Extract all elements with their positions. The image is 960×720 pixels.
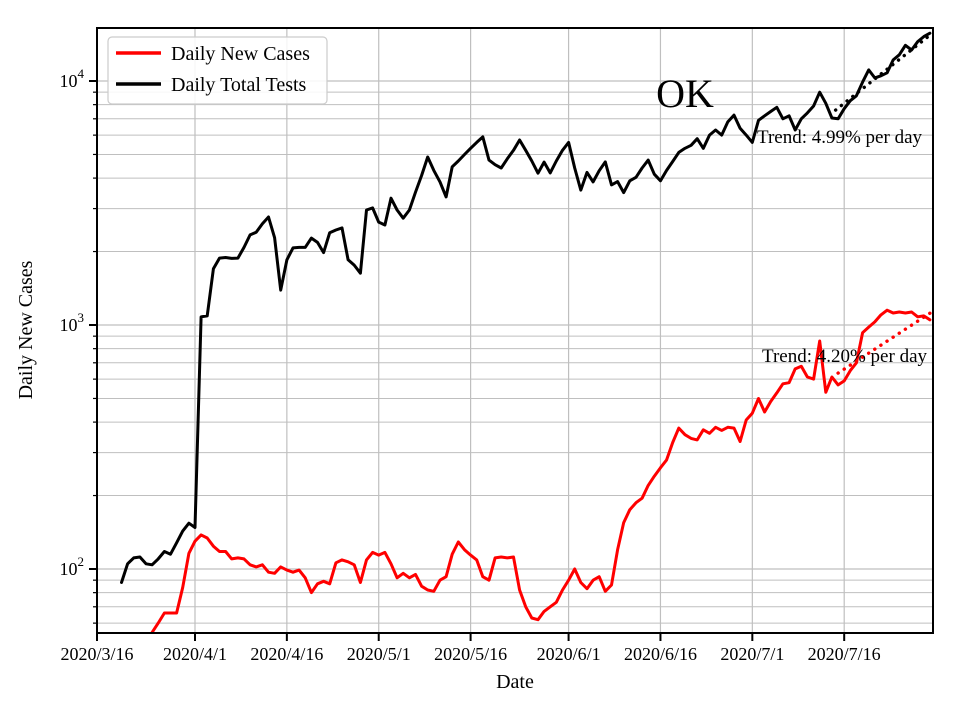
x-tick-label: 2020/5/16 bbox=[434, 644, 507, 664]
cases-trend-dotted-line bbox=[836, 309, 933, 375]
x-tick-label: 2020/6/1 bbox=[537, 644, 601, 664]
legend-box bbox=[107, 36, 328, 105]
legend-label-daily-new-cases: Daily New Cases bbox=[171, 43, 310, 65]
y-tick-label: 102 bbox=[60, 554, 85, 579]
axes-spines bbox=[96, 27, 934, 634]
x-tick-label: 2020/5/1 bbox=[347, 644, 411, 664]
x-tick-label: 2020/4/1 bbox=[163, 644, 227, 664]
x-tick-label: 2020/4/16 bbox=[250, 644, 323, 664]
x-tick-label: 2020/3/16 bbox=[60, 644, 133, 664]
y-tick-label: 103 bbox=[60, 310, 85, 335]
series-line-daily-new-cases bbox=[150, 308, 932, 633]
tests-trend-dotted-line bbox=[833, 31, 933, 112]
legend-label-daily-total-tests: Daily Total Tests bbox=[171, 74, 307, 96]
series-line-daily-total-tests bbox=[120, 31, 932, 584]
cases-trend-annotation: Trend: 4.20% per day bbox=[762, 346, 927, 367]
y-axis-label: Daily New Cases bbox=[15, 260, 37, 399]
legend: Daily New Cases Daily Total Tests bbox=[107, 36, 328, 105]
x-tick-label: 2020/7/1 bbox=[720, 644, 784, 664]
tick-marks-group bbox=[89, 80, 846, 641]
trend-lines-group bbox=[833, 31, 933, 375]
x-axis-label: Date bbox=[496, 671, 534, 693]
x-tick-label: 2020/6/16 bbox=[624, 644, 697, 664]
tests-trend-annotation: Trend: 4.99% per day bbox=[757, 127, 922, 148]
x-tick-label: 2020/7/16 bbox=[808, 644, 881, 664]
series-group bbox=[120, 31, 932, 633]
tick-labels-group: 2020/3/16 2020/4/1 2020/4/16 2020/5/1 2020/5… bbox=[60, 66, 881, 664]
y-tick-label: 104 bbox=[60, 66, 85, 91]
chart-title: OK bbox=[656, 71, 714, 116]
